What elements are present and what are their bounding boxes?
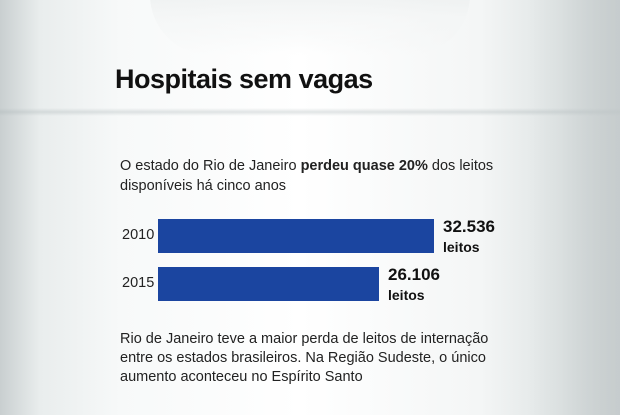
intro-text-after: dos leitos disponíveis há cinco anos bbox=[120, 158, 494, 194]
bag-fold-line bbox=[0, 108, 620, 116]
intro-text-before: O estado do Rio de Janeiro bbox=[120, 158, 301, 174]
intro-text-highlight: perdeu quase 20% bbox=[300, 158, 428, 174]
value-label-2015: 26.106 leitos bbox=[388, 265, 440, 305]
bag-top-highlight bbox=[150, 0, 470, 55]
year-label-2015: 2015 bbox=[122, 275, 155, 291]
value-number-2015: 26.106 bbox=[388, 265, 440, 284]
value-unit-2015: leitos bbox=[388, 287, 425, 303]
year-label-2010: 2010 bbox=[122, 227, 155, 243]
bag-right-shadow bbox=[530, 0, 620, 415]
value-unit-2010: leitos bbox=[443, 239, 480, 255]
chart-title: Hospitais sem vagas bbox=[115, 64, 373, 94]
bar-2010 bbox=[158, 219, 434, 253]
intro-text: O estado do Rio de Janeiro perdeu quase … bbox=[120, 156, 500, 196]
value-label-2010: 32.536 leitos bbox=[443, 217, 495, 257]
footnote-text: Rio de Janeiro teve a maior perda de lei… bbox=[120, 331, 489, 385]
value-number-2010: 32.536 bbox=[443, 217, 495, 236]
bar-2015 bbox=[158, 267, 379, 301]
